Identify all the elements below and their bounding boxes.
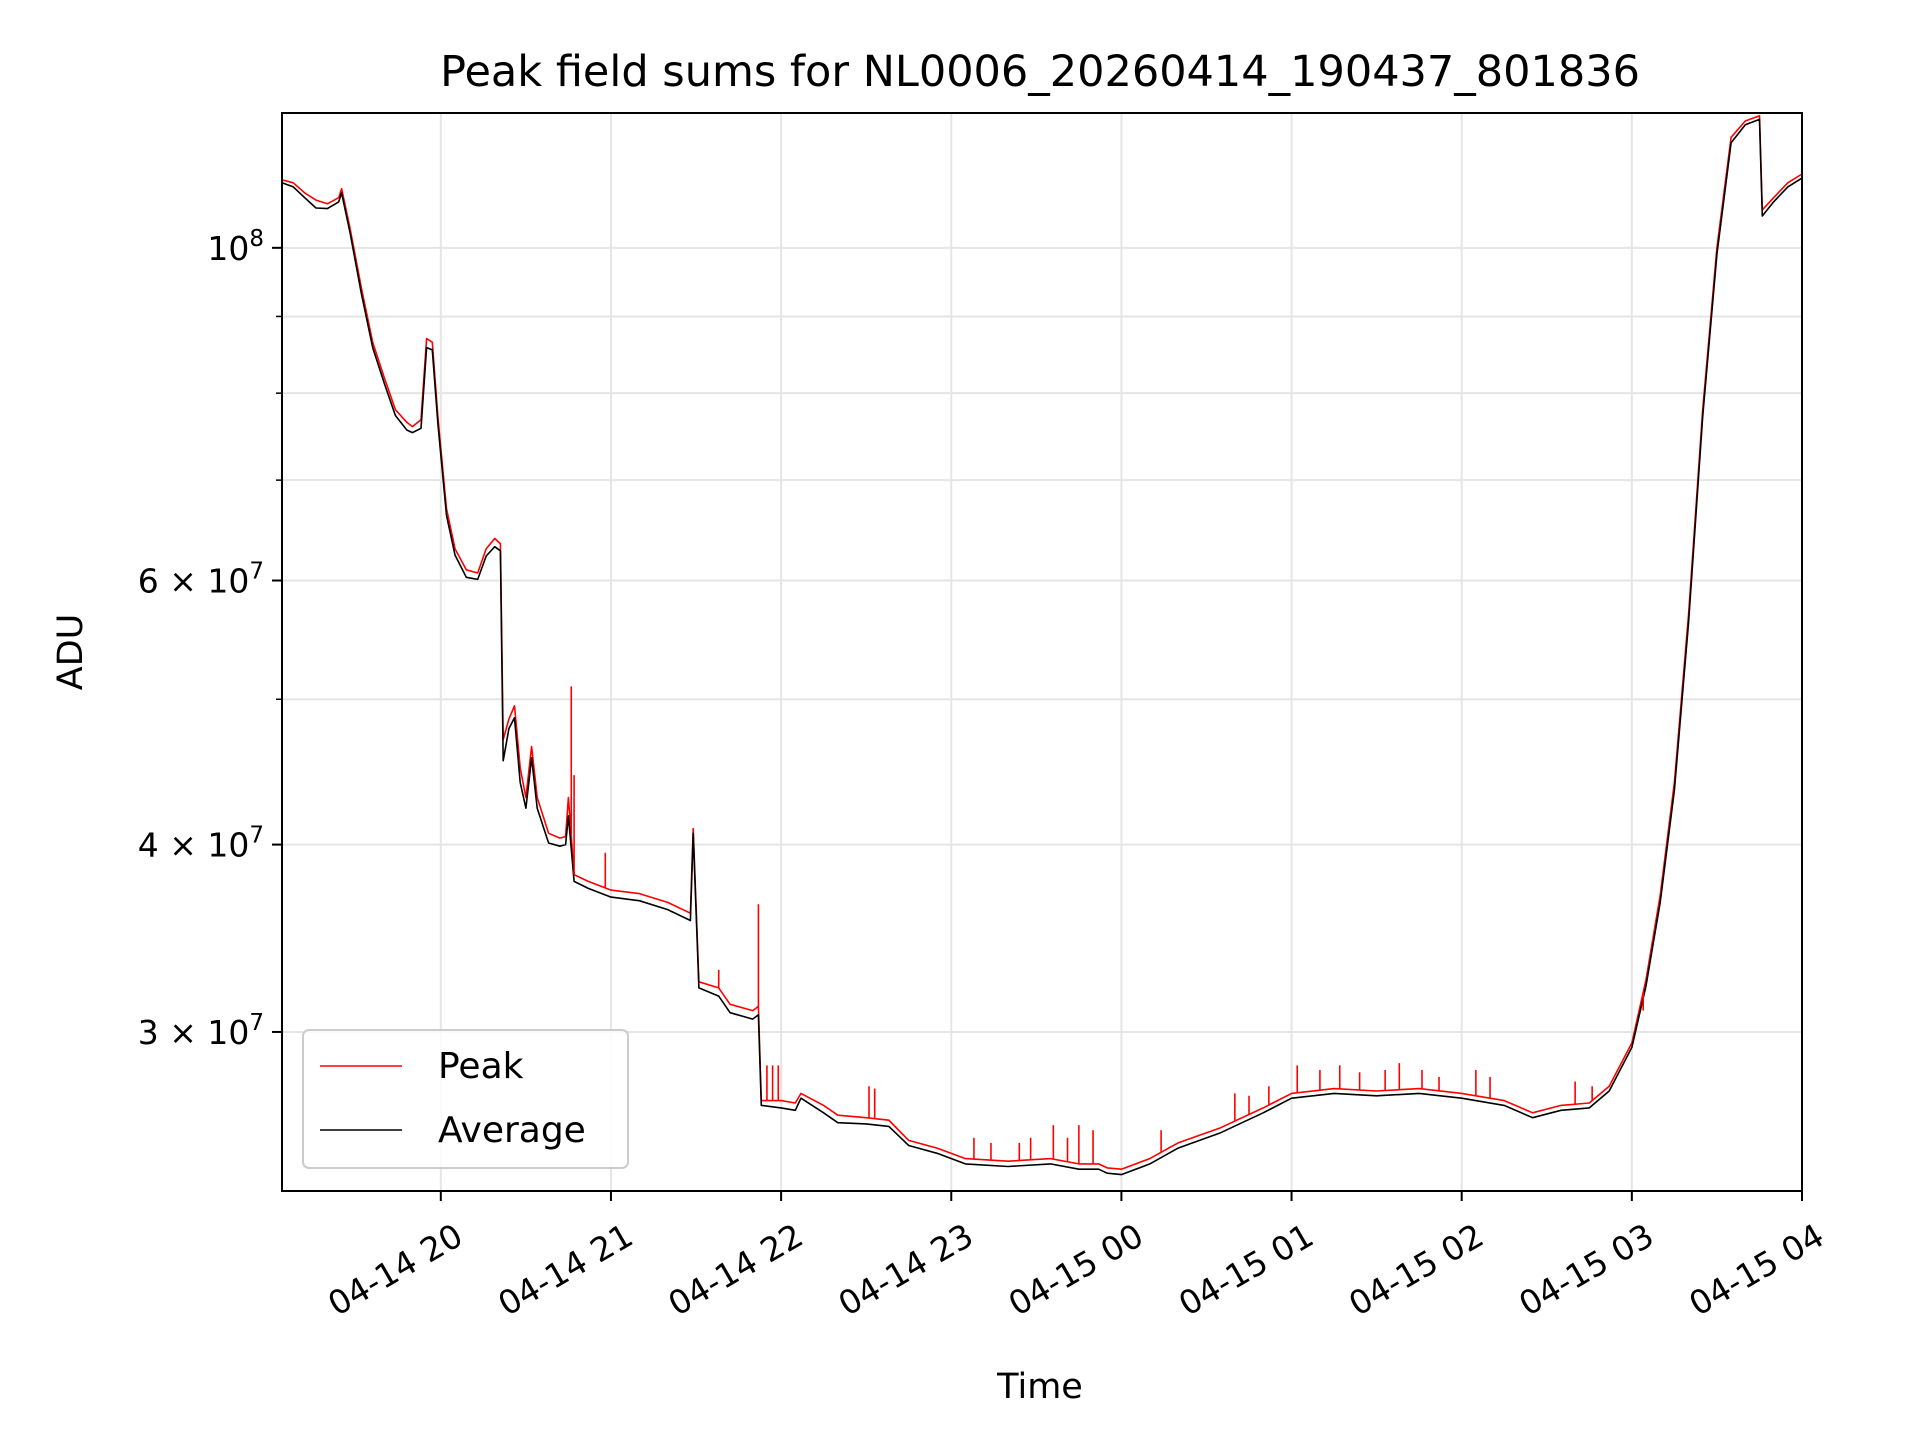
series-line-peak	[281, 114, 1803, 1170]
chart-title: Peak field sums for NL0006_20260414_1904…	[440, 47, 1640, 97]
y-axis: 3 × 107 4 × 107 6 × 107 108	[138, 226, 282, 1052]
series-line-average	[281, 118, 1803, 1176]
legend-label-average: Average	[438, 1110, 586, 1151]
y-tick-label: 3 × 107	[138, 1010, 264, 1052]
x-axis-label: Time	[996, 1367, 1083, 1407]
y-tick-label: 108	[207, 226, 264, 268]
legend-box	[302, 1029, 629, 1169]
series-area	[281, 114, 1803, 1176]
y-tick-label: 4 × 107	[138, 823, 264, 865]
y-tick-label: 6 × 107	[138, 559, 264, 601]
y-axis-label: ADU	[51, 614, 91, 691]
legend: Peak Average	[302, 1029, 629, 1169]
plot-frame	[281, 112, 1803, 1192]
legend-label-peak: Peak	[438, 1046, 524, 1087]
